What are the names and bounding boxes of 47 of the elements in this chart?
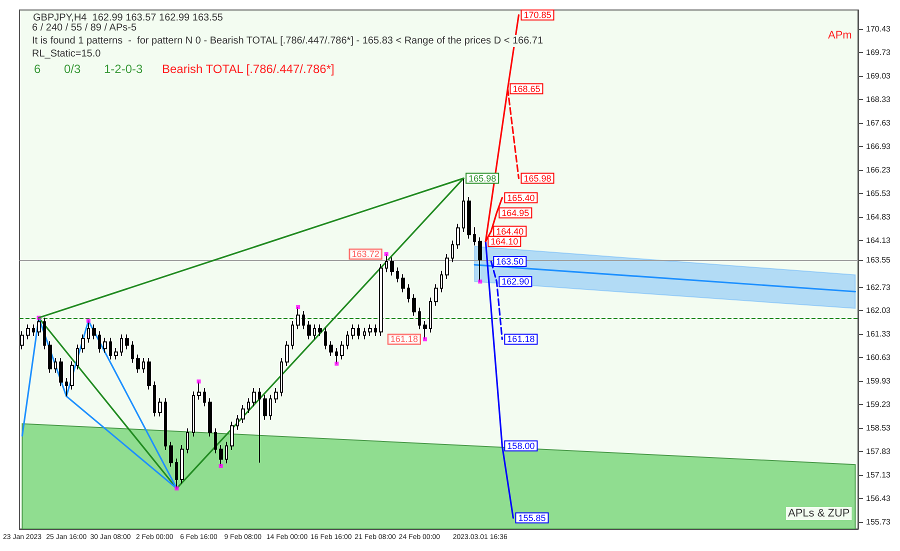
y-tick-label: 156.43 [866, 494, 892, 503]
y-tick-label: 166.93 [866, 142, 892, 151]
data-label: 155.85 [518, 512, 546, 523]
y-tick-label: 165.53 [866, 188, 892, 198]
data-label: 163.50 [496, 256, 524, 266]
data-label: 164.95 [502, 208, 530, 218]
annotation: APm [828, 30, 852, 42]
annotation: Bearish TOTAL [.786/.447/.786*] [162, 62, 334, 76]
annotation: APLs & ZUP [788, 508, 850, 520]
y-tick-label: 159.93 [866, 376, 892, 386]
y-tick-label: 157.13 [866, 470, 892, 480]
data-label: 161.18 [390, 334, 418, 344]
annotation: 0/3 [64, 62, 82, 76]
data-label: 161.18 [507, 334, 535, 344]
y-tick-label: 166.23 [866, 165, 892, 174]
data-label: 163.72 [352, 249, 380, 260]
data-label: 170.85 [524, 10, 552, 20]
annotation: 6 [34, 62, 41, 76]
y-tick-label: 162.03 [866, 306, 892, 316]
y-tick-label: 164.13 [866, 236, 892, 245]
annotation: RL_Static=15.0 [32, 48, 102, 60]
y-tick-label: 155.73 [866, 517, 892, 526]
data-label: 168.65 [512, 84, 540, 94]
y-tick-label: 167.63 [866, 118, 892, 128]
data-label: 165.98 [468, 173, 496, 184]
y-tick-label: 162.73 [866, 282, 892, 292]
y-tick-label: 158.53 [866, 424, 892, 433]
annotation: 6 / 240 / 55 / 89 / APs-5 [32, 22, 137, 34]
y-tick-label: 160.63 [866, 353, 892, 362]
annotation: 1-2-0-3 [104, 62, 144, 76]
y-tick-label: 157.83 [866, 447, 892, 456]
y-tick-label: 164.83 [866, 212, 892, 222]
chart-title: GBPJPY,H4 162.99 163.57 162.99 163.55 [33, 12, 224, 24]
y-tick-label: 169.73 [866, 48, 892, 58]
data-label: 164.10 [490, 236, 518, 246]
annotation: It is found 1 patterns - for pattern N 0 - Bearish TOTAL [.786/.447/.786*] - 165.83 < Range of the prices D < 166.71 [32, 36, 544, 46]
data-label: 165.98 [524, 173, 552, 184]
y-tick-label: 170.43 [866, 24, 892, 34]
y-tick-label: 159.23 [866, 400, 892, 410]
y-tick-label: 163.55 [866, 255, 892, 264]
data-label: 164.40 [496, 226, 524, 236]
y-tick-label: 161.33 [866, 330, 892, 339]
y-tick-label: 168.33 [866, 95, 892, 104]
data-label: 162.90 [502, 276, 530, 287]
data-label: 158.00 [507, 440, 535, 451]
y-tick-label: 169.03 [866, 72, 892, 81]
data-label: 165.40 [507, 192, 535, 203]
